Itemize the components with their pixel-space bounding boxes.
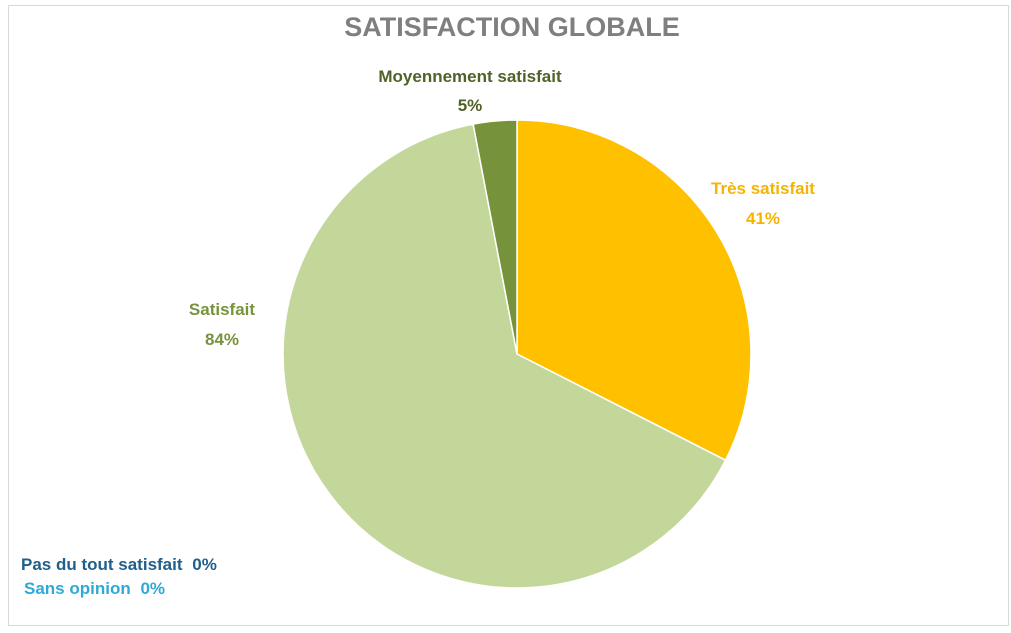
slice-label-moyennement-satisfait: Moyennement satisfait: [378, 67, 562, 86]
slice-label-pas-du-tout-satisfait: Pas du tout satisfait 0%: [21, 555, 217, 574]
sans-opinion-label: Sans opinion: [24, 579, 131, 598]
pie-slice-satisfait: [282, 123, 727, 589]
sans-opinion-value: 0%: [140, 579, 165, 598]
slice-value-satisfait: 84%: [205, 330, 239, 349]
slice-label-tres-satisfait: Très satisfait: [711, 179, 815, 198]
pie-slice-moyennement-satisfait: [472, 119, 518, 355]
chart-title: SATISFACTION GLOBALE: [344, 12, 680, 42]
slice-value-moyennement-satisfait: 5%: [458, 96, 483, 115]
pas-du-tout-label: Pas du tout satisfait: [21, 555, 183, 574]
slice-value-tres-satisfait: 41%: [746, 209, 780, 228]
pas-du-tout-value: 0%: [192, 555, 217, 574]
pie-slices: [282, 119, 752, 589]
pie-slice-tres-satisfait: [516, 119, 752, 462]
slice-label-sans-opinion: Sans opinion 0%: [24, 579, 165, 598]
slice-label-satisfait: Satisfait: [189, 300, 255, 319]
